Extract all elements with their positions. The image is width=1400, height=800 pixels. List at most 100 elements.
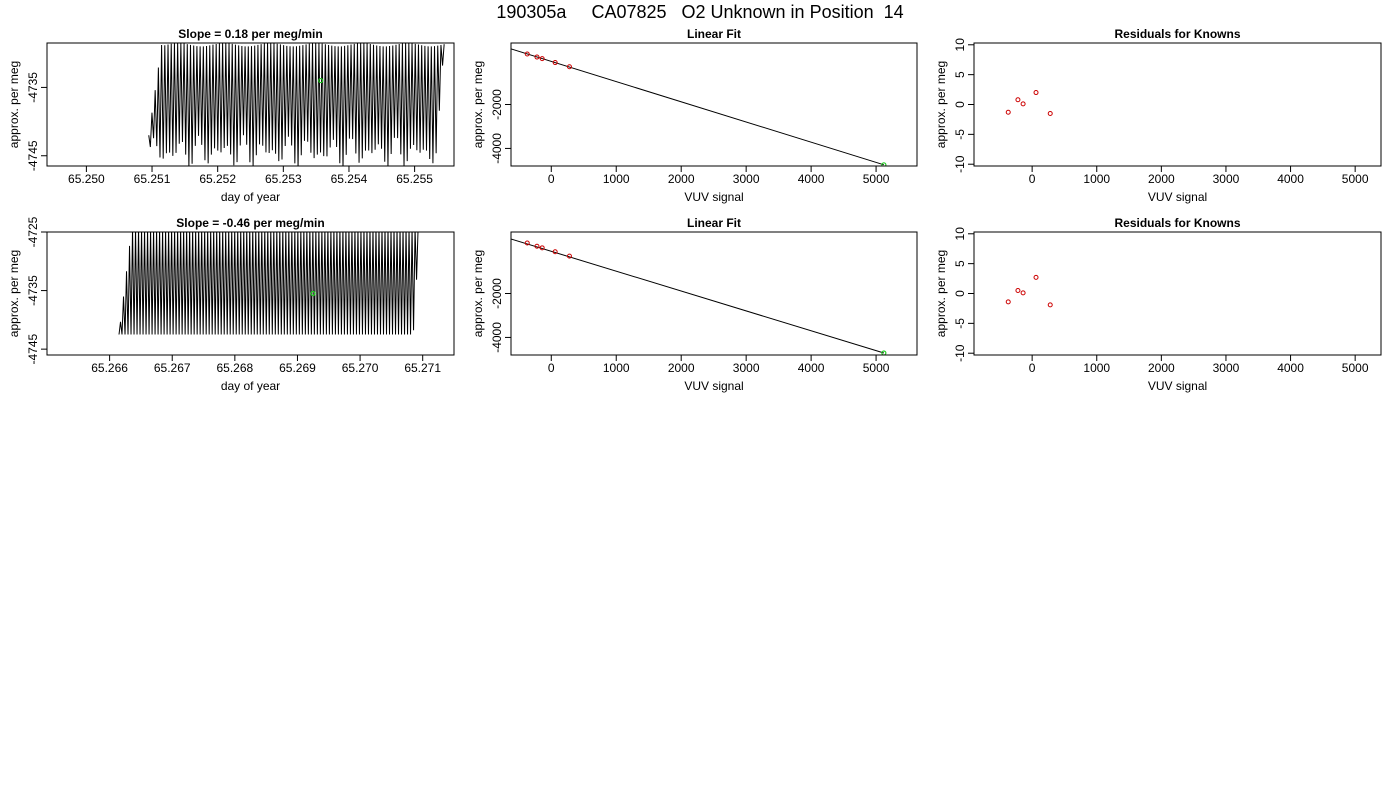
plot-frame xyxy=(973,42,1382,167)
y-tick-label: -4745 xyxy=(26,333,40,364)
series-trace-1 xyxy=(148,43,445,166)
plot-frame xyxy=(510,42,918,167)
plot-area xyxy=(118,232,419,335)
known-point xyxy=(1047,302,1053,308)
chart-panel-2: Linear Fit 0 1000 2000 3000 4000 5000 -2000 -400… xyxy=(471,27,918,204)
chart-panel-1: Slope = 0.18 per meg/min 65.250 65.251 65.2… xyxy=(7,27,455,204)
x-tick-label: 65.250 xyxy=(68,172,105,186)
x-tick-label: 3000 xyxy=(1213,172,1240,186)
x-tick-label: 65.255 xyxy=(396,172,433,186)
x-tick-label: 5000 xyxy=(1342,172,1369,186)
y-tick-label: 10 xyxy=(953,227,967,241)
y-axis-label: approx. per meg xyxy=(934,61,948,148)
y-axis-label: approx. per meg xyxy=(471,61,485,148)
y-tick-label: 5 xyxy=(953,260,967,267)
known-point xyxy=(1020,101,1026,107)
known-point xyxy=(534,243,540,249)
plot-area xyxy=(1005,90,1053,116)
plot-area xyxy=(148,43,445,166)
known-point xyxy=(1005,109,1011,115)
x-axis-label: day of year xyxy=(221,379,280,393)
known-point xyxy=(552,249,558,255)
x-axis-label: VUV signal xyxy=(684,379,743,393)
y-tick-label: 0 xyxy=(953,290,967,297)
x-tick-label: 5000 xyxy=(1342,361,1369,375)
known-point xyxy=(1015,288,1021,294)
chart-title: Linear Fit xyxy=(687,216,741,230)
y-axis-label: approx. per meg xyxy=(471,250,485,337)
known-point xyxy=(566,64,572,70)
known-point xyxy=(552,60,558,66)
y-tick-label: 0 xyxy=(953,101,967,108)
known-point xyxy=(1033,274,1039,280)
chart-panel-4: Slope = -0.46 per meg/min 65.266 65.267 65.… xyxy=(7,216,455,393)
plot-area xyxy=(1005,274,1053,308)
x-tick-label: 5000 xyxy=(863,172,890,186)
x-tick-label: 3000 xyxy=(733,361,760,375)
chart-title: Slope = -0.46 per meg/min xyxy=(176,216,324,230)
x-tick-label: 65.252 xyxy=(199,172,236,186)
y-tick-label: 10 xyxy=(953,38,967,52)
known-point xyxy=(1033,90,1039,96)
known-point xyxy=(1005,299,1011,305)
plot-area xyxy=(511,48,887,166)
chart-panel-5: Linear Fit 0 1000 2000 3000 4000 5000 -2000 -400… xyxy=(471,216,918,393)
y-axis-label: approx. per meg xyxy=(7,250,21,337)
chart-panel-3: Residuals for Knowns 0 1000 2000 3000 4000 500… xyxy=(934,27,1382,204)
y-axis-label: approx. per meg xyxy=(934,250,948,337)
x-tick-label: 2000 xyxy=(1148,172,1175,186)
x-tick-label: 1000 xyxy=(1083,361,1110,375)
x-tick-label: 0 xyxy=(1029,361,1036,375)
plot-frame xyxy=(46,42,455,167)
known-point xyxy=(1020,290,1026,296)
x-tick-label: 65.253 xyxy=(265,172,302,186)
y-tick-label: -5 xyxy=(953,318,967,329)
chart-title: Linear Fit xyxy=(687,27,741,41)
unknown-point xyxy=(881,162,887,166)
plot-frame xyxy=(973,231,1382,356)
y-tick-label: -4725 xyxy=(26,216,40,247)
plot-area xyxy=(511,238,887,355)
y-tick-label: -5 xyxy=(953,129,967,140)
x-tick-label: 65.251 xyxy=(134,172,171,186)
x-tick-label: 65.267 xyxy=(154,361,191,375)
y-tick-label: -2000 xyxy=(490,89,504,120)
y-tick-label: -4735 xyxy=(26,275,40,306)
x-axis-label: VUV signal xyxy=(1148,190,1207,204)
x-axis-label: VUV signal xyxy=(1148,379,1207,393)
x-tick-label: 4000 xyxy=(798,172,825,186)
y-tick-label: -4745 xyxy=(26,140,40,171)
y-tick-label: -2000 xyxy=(490,278,504,309)
known-point xyxy=(1015,97,1021,103)
known-point xyxy=(1047,110,1053,116)
y-axis-label: approx. per meg xyxy=(7,61,21,148)
x-tick-label: 2000 xyxy=(668,172,695,186)
x-tick-label: 3000 xyxy=(1213,361,1240,375)
fit-line xyxy=(511,238,885,354)
y-tick-label: -4000 xyxy=(490,322,504,353)
x-tick-label: 65.269 xyxy=(279,361,316,375)
known-point xyxy=(534,54,540,60)
x-tick-label: 65.254 xyxy=(331,172,368,186)
known-point xyxy=(524,51,530,57)
plot-frame xyxy=(510,231,918,356)
y-tick-label: 5 xyxy=(953,71,967,78)
x-tick-label: 0 xyxy=(548,361,555,375)
x-axis-label: day of year xyxy=(221,190,280,204)
known-point xyxy=(566,253,572,259)
x-tick-label: 65.271 xyxy=(404,361,441,375)
x-axis-label: VUV signal xyxy=(684,190,743,204)
x-tick-label: 2000 xyxy=(668,361,695,375)
known-point xyxy=(539,56,545,62)
x-tick-label: 2000 xyxy=(1148,361,1175,375)
x-tick-label: 1000 xyxy=(1083,172,1110,186)
unknown-point xyxy=(310,290,316,297)
x-tick-label: 0 xyxy=(1029,172,1036,186)
x-tick-label: 5000 xyxy=(863,361,890,375)
series-trace-1 xyxy=(118,232,419,335)
unknown-point xyxy=(881,350,887,355)
y-tick-label: -10 xyxy=(953,344,967,362)
x-tick-label: 4000 xyxy=(798,361,825,375)
fit-line xyxy=(511,48,885,166)
